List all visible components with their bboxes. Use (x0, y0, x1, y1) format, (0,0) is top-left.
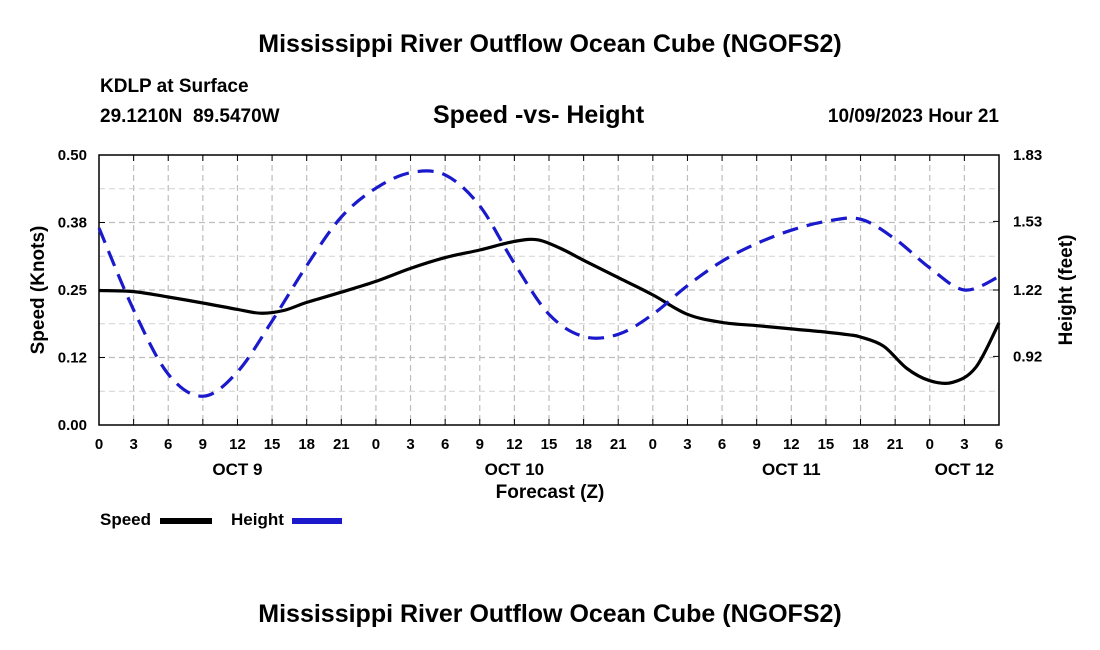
x-tick-label: 3 (406, 436, 414, 453)
x-tick-label: 9 (476, 436, 484, 453)
x-tick-label: 6 (718, 436, 726, 453)
chart-subtitle: Speed -vs- Height (433, 101, 645, 129)
series-line-speed (98, 237, 1001, 386)
forecast-datetime: 10/09/2023 Hour 21 (827, 106, 999, 127)
legend-height-swatch (292, 518, 342, 524)
y-tick-label-right: 1.53 (1013, 213, 1042, 230)
legend: Speed Height (100, 508, 360, 534)
x-axis-title: Forecast (Z) (495, 482, 605, 503)
x-tick-label: 0 (926, 436, 934, 453)
x-tick-label: 9 (199, 436, 207, 453)
x-day-label: OCT 10 (485, 460, 545, 479)
y-tick-label-left: 0.00 (58, 417, 87, 434)
footer-title: Mississippi River Outflow Ocean Cube (NG… (258, 600, 842, 628)
x-tick-label: 3 (683, 436, 691, 453)
y-axis-title-right: Height (feet) (1056, 235, 1077, 346)
x-tick-label: 0 (95, 436, 103, 453)
x-tick-label: 3 (129, 436, 137, 453)
x-tick-label: 12 (229, 436, 246, 453)
y-tick-label-left: 0.38 (58, 215, 87, 232)
x-tick-label: 21 (333, 436, 350, 453)
x-tick-label: 12 (506, 436, 523, 453)
series-line-height (97, 169, 1000, 398)
x-tick-label: 0 (372, 436, 380, 453)
legend-speed-label: Speed (100, 510, 152, 529)
y-tick-label-right: 0.92 (1013, 348, 1042, 365)
y-tick-label-right: 1.83 (1013, 147, 1042, 164)
x-day-label: OCT 11 (762, 460, 821, 479)
y-tick-label-left: 0.25 (58, 282, 87, 299)
station-coordinates: 29.1210N 89.5470W (100, 106, 280, 127)
x-tick-label: 15 (541, 436, 558, 453)
x-tick-label: 0 (649, 436, 657, 453)
x-tick-label: 9 (753, 436, 761, 453)
y-tick-label-left: 0.12 (58, 350, 87, 367)
x-tick-label: 3 (960, 436, 968, 453)
x-tick-label: 21 (887, 436, 904, 453)
x-tick-label: 18 (852, 436, 869, 453)
y-tick-label-right: 1.22 (1013, 282, 1042, 299)
legend-speed-swatch (160, 518, 212, 524)
x-tick-label: 12 (783, 436, 800, 453)
y-tick-label-left: 0.50 (58, 147, 87, 164)
x-day-label: OCT 12 (935, 460, 995, 479)
page-title: Mississippi River Outflow Ocean Cube (NG… (258, 30, 842, 58)
station-label: KDLP at Surface (100, 76, 249, 97)
x-tick-label: 21 (610, 436, 627, 453)
y-axis-title-left: Speed (Knots) (28, 226, 49, 355)
x-tick-label: 18 (298, 436, 315, 453)
x-tick-label: 6 (164, 436, 172, 453)
x-tick-label: 15 (818, 436, 835, 453)
x-tick-label: 18 (575, 436, 592, 453)
x-day-label: OCT 9 (212, 460, 262, 479)
legend-height-label: Height (231, 510, 284, 529)
x-tick-label: 6 (995, 436, 1003, 453)
plot-frame (98, 154, 1000, 426)
x-tick-label: 15 (264, 436, 281, 453)
x-tick-label: 6 (441, 436, 449, 453)
